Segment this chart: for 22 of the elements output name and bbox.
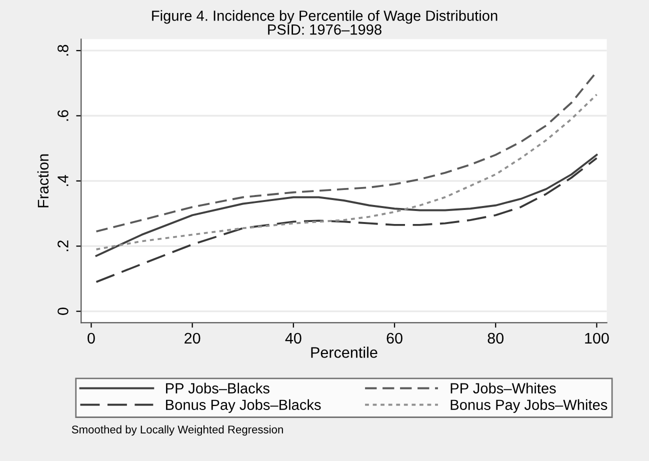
chart-subtitle: PSID: 1976–1998 xyxy=(268,24,382,35)
y-tick-label: 0 xyxy=(58,308,68,315)
x-tick-label: 60 xyxy=(386,332,402,344)
y-tick-label: .8 xyxy=(58,44,68,56)
line-series xyxy=(95,157,598,283)
x-tick-label: 20 xyxy=(184,332,200,344)
y-tick-label: .4 xyxy=(58,175,68,186)
x-tick-label: 100 xyxy=(585,332,609,344)
chart-title: Figure 4. Incidence by Percentile of Wage Distribution xyxy=(152,10,498,24)
y-tick-label: .2 xyxy=(58,240,68,252)
legend-label: PP Jobs–Blacks xyxy=(166,382,270,394)
y-tick-label: .6 xyxy=(58,110,68,121)
x-tick-label: 80 xyxy=(488,332,504,344)
x-axis-title: Percentile xyxy=(311,346,378,358)
y-axis-title: Fraction xyxy=(37,154,49,208)
text: Smoothed by Locally Weighted Regression xyxy=(72,425,283,436)
legend-label: Bonus Pay Jobs–Blacks xyxy=(166,399,321,413)
legend-label: Bonus Pay Jobs–Whites xyxy=(450,399,608,413)
line-series xyxy=(95,94,598,250)
x-tick-label: 0 xyxy=(88,332,95,344)
x-tick-label: 40 xyxy=(285,332,302,344)
legend-label: PP Jobs–Whites xyxy=(450,382,556,394)
